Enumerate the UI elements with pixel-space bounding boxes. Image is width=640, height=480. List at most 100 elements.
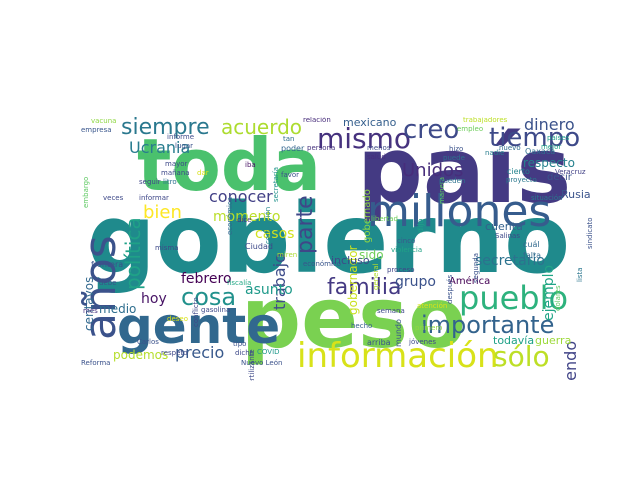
word-seguir: seguir [139, 178, 161, 186]
word-relacion: relación [303, 117, 331, 124]
word-nadie: nadie [485, 149, 505, 157]
word-situacion: situación [531, 194, 563, 202]
word-hecho: hecho [351, 322, 373, 330]
word-general: general [372, 263, 380, 290]
word-conocer: conocer [209, 187, 273, 206]
word-corrupcion: corrupción [264, 206, 272, 244]
word-decir: decir [547, 172, 572, 183]
word-segunda: segunda [472, 252, 480, 283]
word-peso: peso [241, 269, 466, 367]
word-primero: primero [415, 324, 443, 332]
word-lugar: lugar [175, 142, 193, 150]
word-proyecto: proyecto [506, 176, 537, 184]
word-tipo: tipo [233, 340, 247, 348]
word-america: América [449, 276, 491, 287]
word-bien: bien [143, 202, 182, 223]
word-covid: COVID [257, 348, 280, 356]
word-favor: favor [281, 171, 300, 179]
word-tiempo: tiempo [489, 123, 581, 153]
word-asunto: asunto [245, 282, 293, 298]
word-cual: cuál [523, 240, 540, 249]
word-atencion: atención [417, 302, 448, 310]
word-febrero: febrero [181, 271, 232, 287]
word-secretario: secretario [475, 253, 545, 269]
word-familia: familia [327, 275, 402, 300]
word-arriba: arriba [367, 338, 391, 347]
word-despues: después [446, 274, 454, 304]
word-economico: económico [303, 260, 342, 268]
word-ciudad: Ciudad [245, 242, 273, 251]
word-empresa: empresa [81, 126, 112, 134]
word-grupo: grupo [395, 274, 436, 290]
word-sido: sido [359, 248, 384, 262]
word-gasolina: gasolina [201, 306, 231, 314]
word-mayor: mayor [165, 160, 188, 168]
word-puede: puede [443, 154, 465, 162]
word-siempre: siempre [121, 117, 210, 140]
word-rusia: Rusia [561, 188, 591, 201]
word-mejor: mejor [541, 143, 562, 151]
word-politica: política [121, 217, 145, 290]
word-nuevo: nuevo [499, 144, 521, 152]
word-acuerdo: acuerdo [221, 117, 303, 139]
word-millones: millones [367, 186, 552, 237]
word-dolares: dolares [554, 285, 562, 311]
word-respecto: respecto [523, 156, 575, 170]
word-casos: casos [255, 226, 295, 242]
word-unidos: Unidos [402, 160, 464, 181]
word-informar: informar [139, 194, 169, 202]
word-embargo: embargo [82, 176, 90, 208]
word-veracruz: Veracruz [555, 168, 586, 176]
word-toda: toda [137, 123, 322, 207]
word-incluso: incluso [331, 254, 370, 267]
word-trabajadores: trabajadores [463, 117, 508, 124]
word-deseo: deseo [167, 315, 188, 323]
word-pais: país [357, 117, 572, 224]
word-centavos: centavos [82, 276, 96, 331]
word-proceso: proceso [387, 266, 415, 274]
word-pueden: pueden [439, 177, 466, 185]
word-carlos: Carlos [137, 338, 159, 346]
word-veces: veces [103, 194, 124, 202]
word-guerra: guerra [535, 334, 572, 347]
word-sindicato: sindicato [586, 217, 594, 249]
word-cierto: cierto [507, 167, 530, 176]
word-iba: iba [245, 161, 256, 169]
word-paises: países [547, 134, 570, 142]
word-cloud: gobierno país peso toda gente millones i… [77, 117, 605, 381]
word-todavia: todavía [493, 334, 535, 347]
word-precio: precio [175, 343, 225, 362]
word-gobierno: gobierno [87, 183, 571, 295]
word-informacion: información [297, 336, 499, 376]
word-hoy: hoy [141, 291, 167, 307]
word-mismo: mismo [317, 122, 412, 155]
word-cuenta: cuenta [485, 220, 523, 233]
word-litro: litro [163, 178, 177, 186]
word-nuevo-leon: Nuevo León [241, 359, 283, 367]
word-pueblo: pueblo [459, 279, 569, 317]
word-semana: semana [377, 307, 405, 315]
word-lista: lista [576, 267, 584, 282]
word-dar: dar [197, 169, 209, 177]
word-libertad: libertad [371, 215, 398, 223]
word-cinco: cinco [397, 237, 416, 245]
word-empleo: empleo [457, 125, 484, 133]
word-frontera: frontera [91, 260, 124, 269]
word-poder: poder [281, 144, 305, 153]
word-secretaria: secretaría [272, 167, 280, 202]
word-gente: gente [117, 297, 281, 355]
word-debe: debe [99, 279, 117, 287]
word-mexicano: mexicano [343, 117, 397, 129]
word-importante: importante [421, 311, 555, 339]
word-persona: persona [307, 144, 336, 152]
word-salinas: Salinas [495, 232, 520, 240]
word-salud: salud [367, 153, 386, 161]
word-economica: económica [226, 196, 234, 235]
word-mes: mes [83, 307, 98, 315]
word-informe: informe [167, 133, 195, 141]
word-vacuna: vacuna [91, 117, 117, 125]
word-ucrania: Ucrania [129, 138, 191, 157]
word-dijo: dijo [416, 218, 425, 233]
word-medio: medio [99, 302, 137, 316]
word-dinero: dinero [524, 117, 575, 134]
